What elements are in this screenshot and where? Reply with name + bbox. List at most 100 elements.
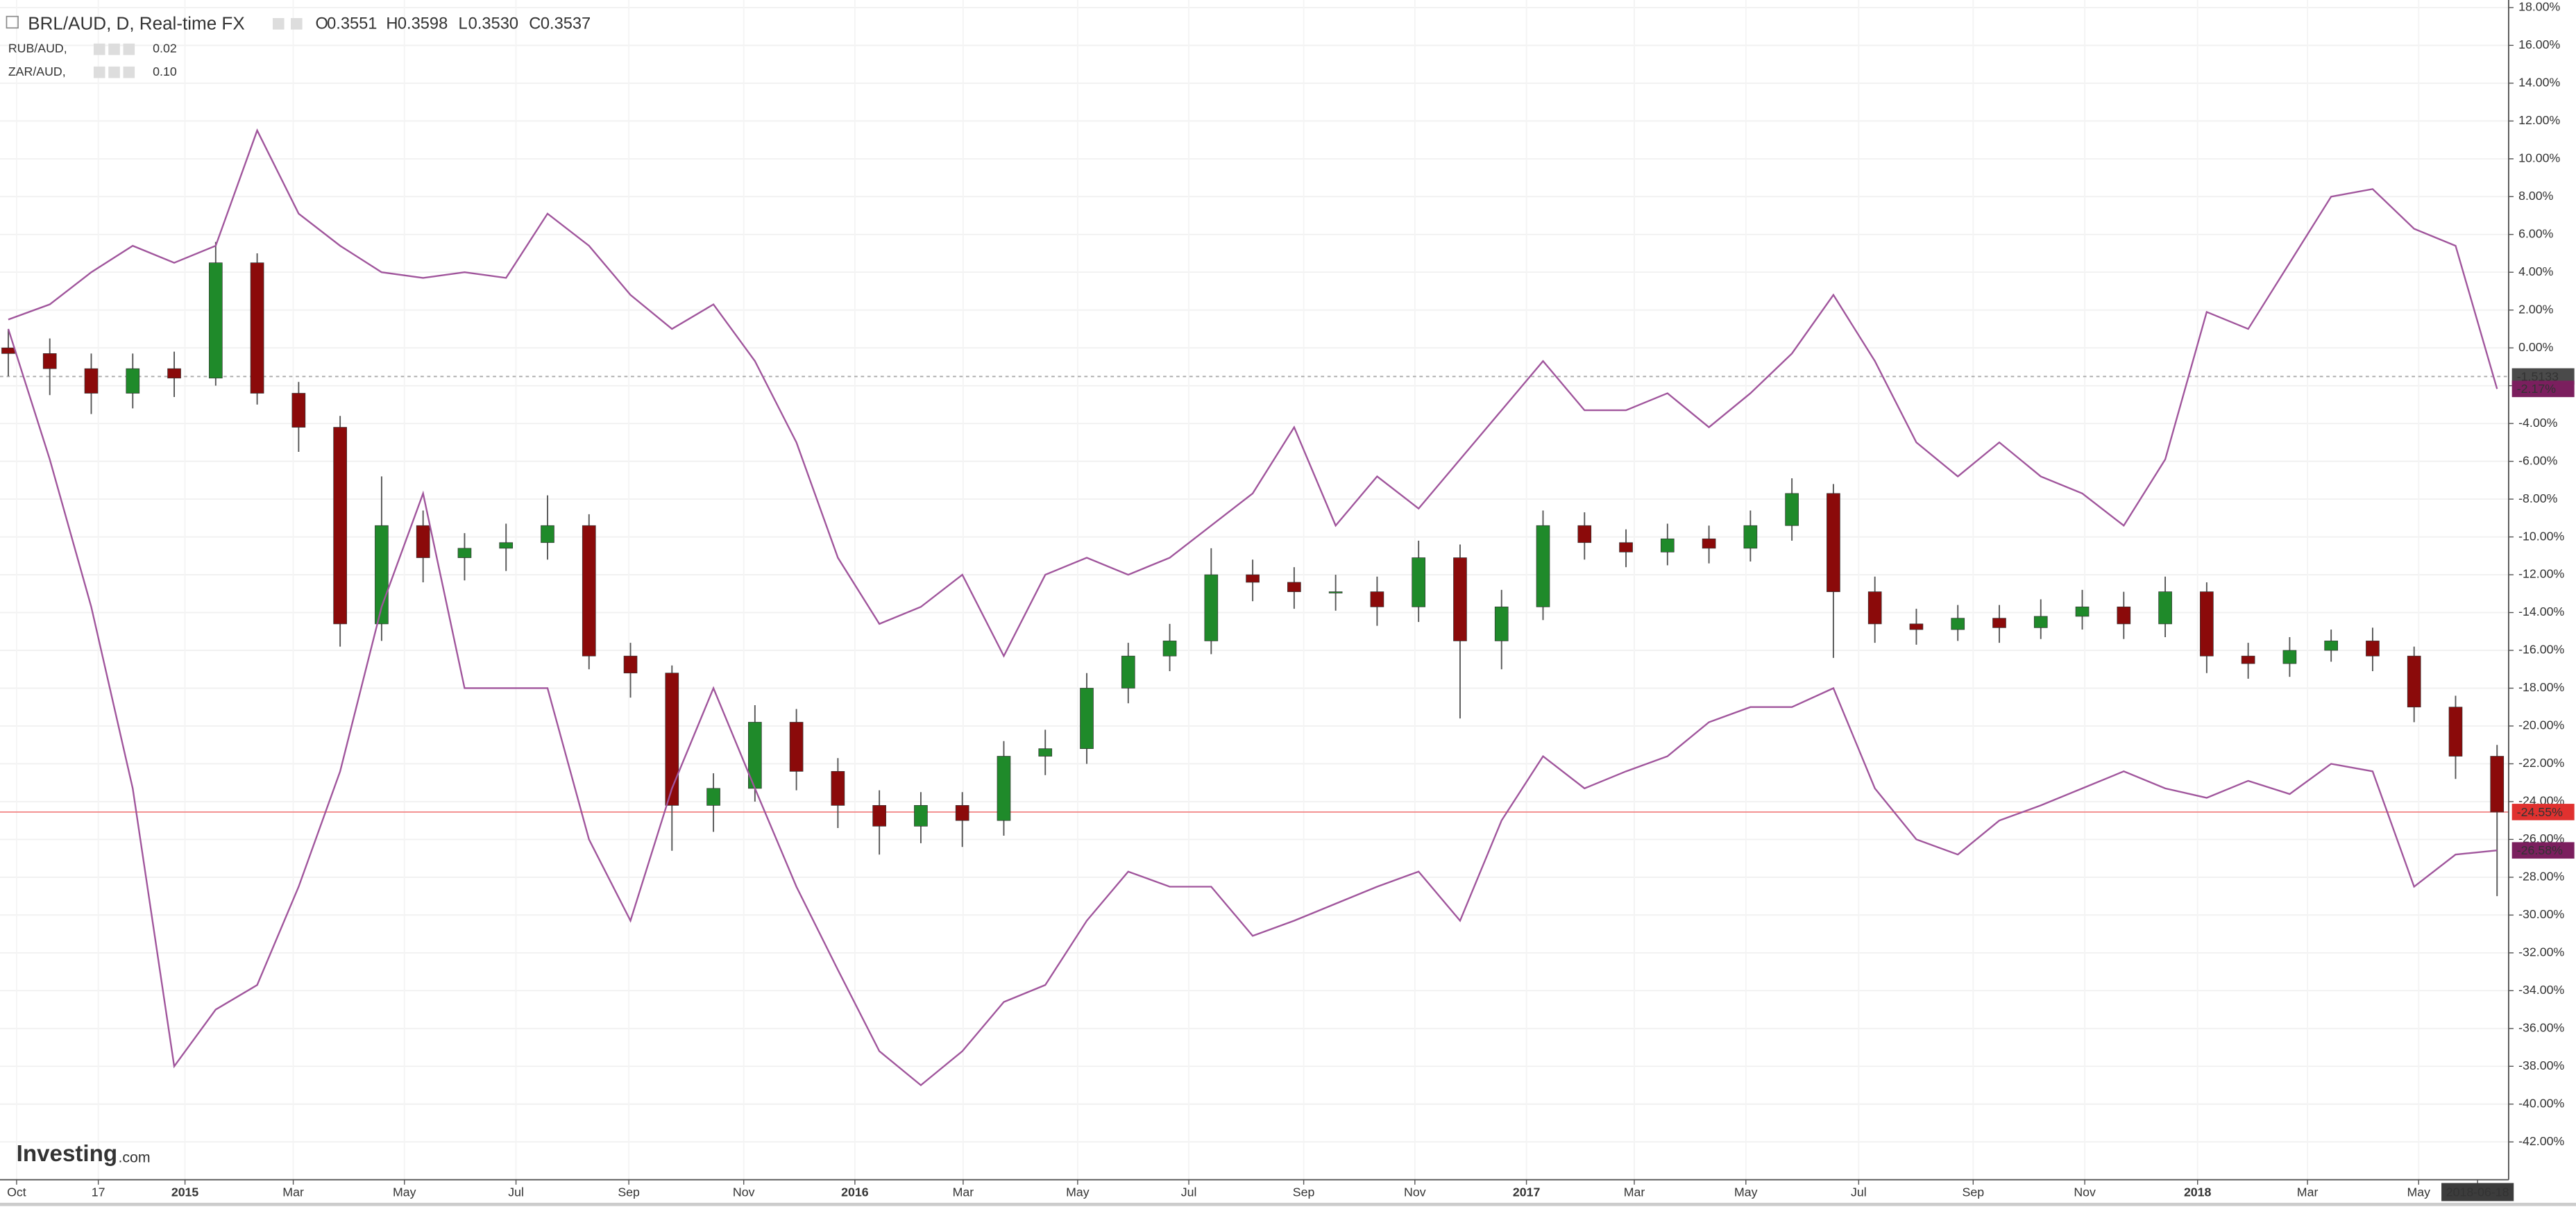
legend-icon xyxy=(108,43,120,56)
x-tick-label: May xyxy=(1734,1185,1758,1199)
candle-body xyxy=(1743,525,1758,549)
candle-body xyxy=(2075,607,2090,617)
y-tick-label: -6.00% xyxy=(2518,453,2557,467)
candle-body xyxy=(1121,655,1135,689)
candle-body xyxy=(1287,582,1301,592)
x-tick-label: May xyxy=(1066,1185,1090,1199)
candle-body xyxy=(2241,655,2255,664)
price-badge xyxy=(2511,804,2575,820)
price-badge xyxy=(2511,380,2575,398)
x-tick-label: Sep xyxy=(1963,1185,1985,1199)
candle-body xyxy=(2366,641,2380,657)
y-tick-label: 0.00% xyxy=(2518,340,2554,354)
y-tick-label: 4.00% xyxy=(2518,264,2554,278)
candle-body xyxy=(1246,574,1260,583)
x-tick-label: Nov xyxy=(733,1185,755,1199)
ohlc-label: H xyxy=(386,15,398,33)
x-tick-label: May xyxy=(2407,1185,2431,1199)
candle-body xyxy=(872,805,886,827)
legend-icon xyxy=(123,66,135,78)
candle-body xyxy=(706,788,720,806)
candle-body xyxy=(208,262,223,379)
price-badge-label: -2.17% xyxy=(2517,382,2556,396)
candle-body xyxy=(914,805,928,827)
candle-body xyxy=(1867,591,1882,625)
y-tick-label: -42.00% xyxy=(2518,1134,2564,1148)
y-tick-label: -10.00% xyxy=(2518,529,2564,543)
x-tick-label: 2018 xyxy=(2184,1185,2212,1199)
legend: RUB/AUD, 0.02 ZAR/AUD, 0.10 xyxy=(8,42,177,78)
candle-body xyxy=(2324,641,2338,651)
ohlc-value: 0.3551 xyxy=(327,15,377,33)
candle-body xyxy=(1080,688,1094,750)
y-tick-label: -20.00% xyxy=(2518,718,2564,732)
candle-body xyxy=(42,353,57,369)
legend-name: ZAR/AUD, xyxy=(8,65,66,78)
candle-body xyxy=(623,655,638,674)
candle-body xyxy=(582,525,596,657)
grid xyxy=(0,0,2509,1180)
y-tick-label: -4.00% xyxy=(2518,416,2557,430)
x-tick-label: Nov xyxy=(2074,1185,2096,1199)
y-tick-label: -40.00% xyxy=(2518,1096,2564,1110)
candle-body xyxy=(1328,591,1343,593)
x-tick-label: 2015 xyxy=(171,1185,199,1199)
candle-body xyxy=(1412,557,1426,607)
candle-body xyxy=(1619,542,1633,552)
candle-body xyxy=(333,427,347,625)
x-tick-label: Sep xyxy=(618,1185,640,1199)
candle-body xyxy=(831,770,845,806)
candle-body xyxy=(1536,525,1550,607)
candle-body xyxy=(499,542,514,549)
x-tick-label: Jul xyxy=(508,1185,524,1199)
candle-body xyxy=(1577,525,1592,543)
candle-body xyxy=(997,756,1011,821)
candle-body xyxy=(2033,616,2048,628)
candle-body xyxy=(2407,655,2421,708)
legend-name: RUB/AUD, xyxy=(8,42,67,56)
candle-body xyxy=(665,673,679,806)
candle-body xyxy=(2117,607,2131,625)
x-tick-label: 2018-06-18 xyxy=(2446,1185,2509,1199)
hide-icon[interactable] xyxy=(291,18,303,30)
legend-icon xyxy=(93,66,105,78)
x-tick-label: Mar xyxy=(2297,1185,2319,1199)
candle-body xyxy=(2490,756,2505,813)
symbol-title: BRL/AUD, D, Real-time FX xyxy=(28,12,244,33)
x-tick-label: 2016 xyxy=(841,1185,869,1199)
x-tick-label: Jul xyxy=(1181,1185,1197,1199)
x-tick-label: Jul xyxy=(1851,1185,1867,1199)
candle-body xyxy=(1162,641,1177,657)
candle-body xyxy=(291,393,306,428)
price-badge xyxy=(2511,842,2575,859)
y-tick-label: -16.00% xyxy=(2518,643,2564,657)
x-tick-highlight xyxy=(2441,1183,2514,1201)
series-line xyxy=(7,328,2498,1087)
candle-body xyxy=(1038,748,1053,757)
settings-icon[interactable] xyxy=(272,18,285,30)
legend-icon xyxy=(123,43,135,56)
candle-body xyxy=(1785,493,1799,526)
price-badge-label: -24.55% xyxy=(2517,805,2563,819)
ohlc-label: C xyxy=(529,15,541,33)
y-tick-label: -14.00% xyxy=(2518,605,2564,618)
ohlc-value: 0.3537 xyxy=(541,15,591,33)
axes: -42.00% -40.00% -38.00% -36.00% -34.00% -32.0… xyxy=(7,0,2575,1201)
x-tick-label: Sep xyxy=(1293,1185,1315,1199)
y-tick-label: 14.00% xyxy=(2518,76,2560,90)
ohlc-value: 0.3598 xyxy=(398,15,448,33)
candle-body xyxy=(1702,538,1716,549)
candle-body xyxy=(1951,618,1965,630)
legend-value: 0.02 xyxy=(153,42,177,56)
collapse-icon[interactable] xyxy=(6,15,19,29)
y-tick-label: 8.00% xyxy=(2518,189,2554,203)
candle-body xyxy=(541,525,554,543)
candle-body xyxy=(167,368,181,379)
candle-body xyxy=(1,347,15,354)
candle-body xyxy=(84,368,99,394)
y-tick-label: -34.00% xyxy=(2518,983,2564,997)
series-line xyxy=(8,128,2498,658)
